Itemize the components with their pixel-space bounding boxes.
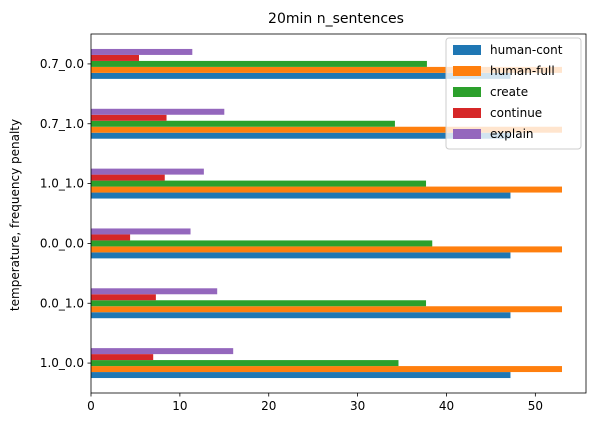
bar-explain-1.0_0.0: [91, 348, 234, 355]
bar-continue-1.0_1.0: [91, 174, 165, 181]
bar-human-full-0.0_1.0: [91, 306, 563, 313]
x-tick-label: 10: [172, 399, 187, 413]
bar-explain-0.7_0.0: [91, 48, 193, 55]
bar-human-full-0.7_0.0: [91, 66, 563, 73]
legend-swatch-continue: [453, 108, 481, 118]
bars-layer: [91, 48, 563, 379]
x-tick-label: 0: [87, 399, 95, 413]
bar-human-full-1.0_1.0: [91, 186, 563, 193]
legend-box: [445, 37, 582, 150]
y-tick-label: 0.7_0.0: [40, 57, 84, 71]
legend-label-human-full: human-full: [490, 64, 555, 78]
x-tick-label: 20: [261, 399, 276, 413]
legend-swatch-human-full: [453, 66, 481, 76]
bar-human-cont-1.0_0.0: [91, 372, 511, 379]
y-tick-label: 0.0_0.0: [40, 236, 84, 250]
bar-human-cont-0.7_0.0: [91, 72, 511, 79]
bar-human-cont-0.7_1.0: [91, 132, 511, 139]
bar-create-0.7_0.0: [91, 60, 427, 67]
bar-explain-0.0_0.0: [91, 228, 191, 235]
x-tick-label: 50: [528, 399, 543, 413]
plot-frame: [90, 33, 587, 394]
bar-create-0.0_1.0: [91, 300, 427, 307]
chart-title: 20min n_sentences: [268, 11, 404, 27]
bar-human-full-1.0_0.0: [91, 366, 563, 373]
bar-continue-1.0_0.0: [91, 354, 154, 361]
legend-label-continue: continue: [490, 106, 542, 120]
legend-label-human-cont: human-cont: [490, 43, 563, 57]
legend-label-explain: explain: [490, 127, 534, 141]
x-tick-label: 30: [350, 399, 365, 413]
bar-continue-0.7_1.0: [91, 114, 167, 121]
bar-human-full-0.7_1.0: [91, 126, 563, 133]
y-tick-label: 1.0_0.0: [40, 356, 84, 370]
bar-human-cont-0.0_0.0: [91, 252, 511, 259]
x-tick-label: 40: [439, 399, 454, 413]
bar-continue-0.0_0.0: [91, 234, 131, 241]
legend-label-create: create: [490, 85, 528, 99]
legend-swatch-explain: [453, 129, 481, 139]
legend: human-cont human-full create continue explai…: [445, 37, 582, 150]
y-tick-label: 0.7_1.0: [40, 117, 84, 131]
y-tick-label: 0.0_1.0: [40, 296, 84, 310]
legend-swatch-human-cont: [453, 45, 481, 55]
y-tick-label: 1.0_1.0: [40, 177, 84, 191]
bar-human-full-0.0_0.0: [91, 246, 563, 253]
axes-layer: 0 10 20 30 40 50 1.0_0.0 0.0_1.0 0.0_0.0 1.0_1.0 0…: [40, 33, 587, 413]
y-axis-label: temperature, frequency penalty: [8, 119, 22, 311]
bar-explain-0.7_1.0: [91, 108, 225, 115]
bar-explain-1.0_1.0: [91, 168, 204, 175]
bar-continue-0.7_0.0: [91, 54, 139, 61]
bar-continue-0.0_1.0: [91, 294, 156, 301]
bar-create-0.7_1.0: [91, 120, 395, 127]
bar-explain-0.0_1.0: [91, 288, 218, 295]
bar-create-1.0_0.0: [91, 360, 399, 367]
bar-create-1.0_1.0: [91, 180, 427, 187]
legend-swatch-create: [453, 87, 481, 97]
bar-human-cont-1.0_1.0: [91, 192, 511, 199]
bar-create-0.0_0.0: [91, 240, 433, 247]
bar-human-cont-0.0_1.0: [91, 312, 511, 319]
